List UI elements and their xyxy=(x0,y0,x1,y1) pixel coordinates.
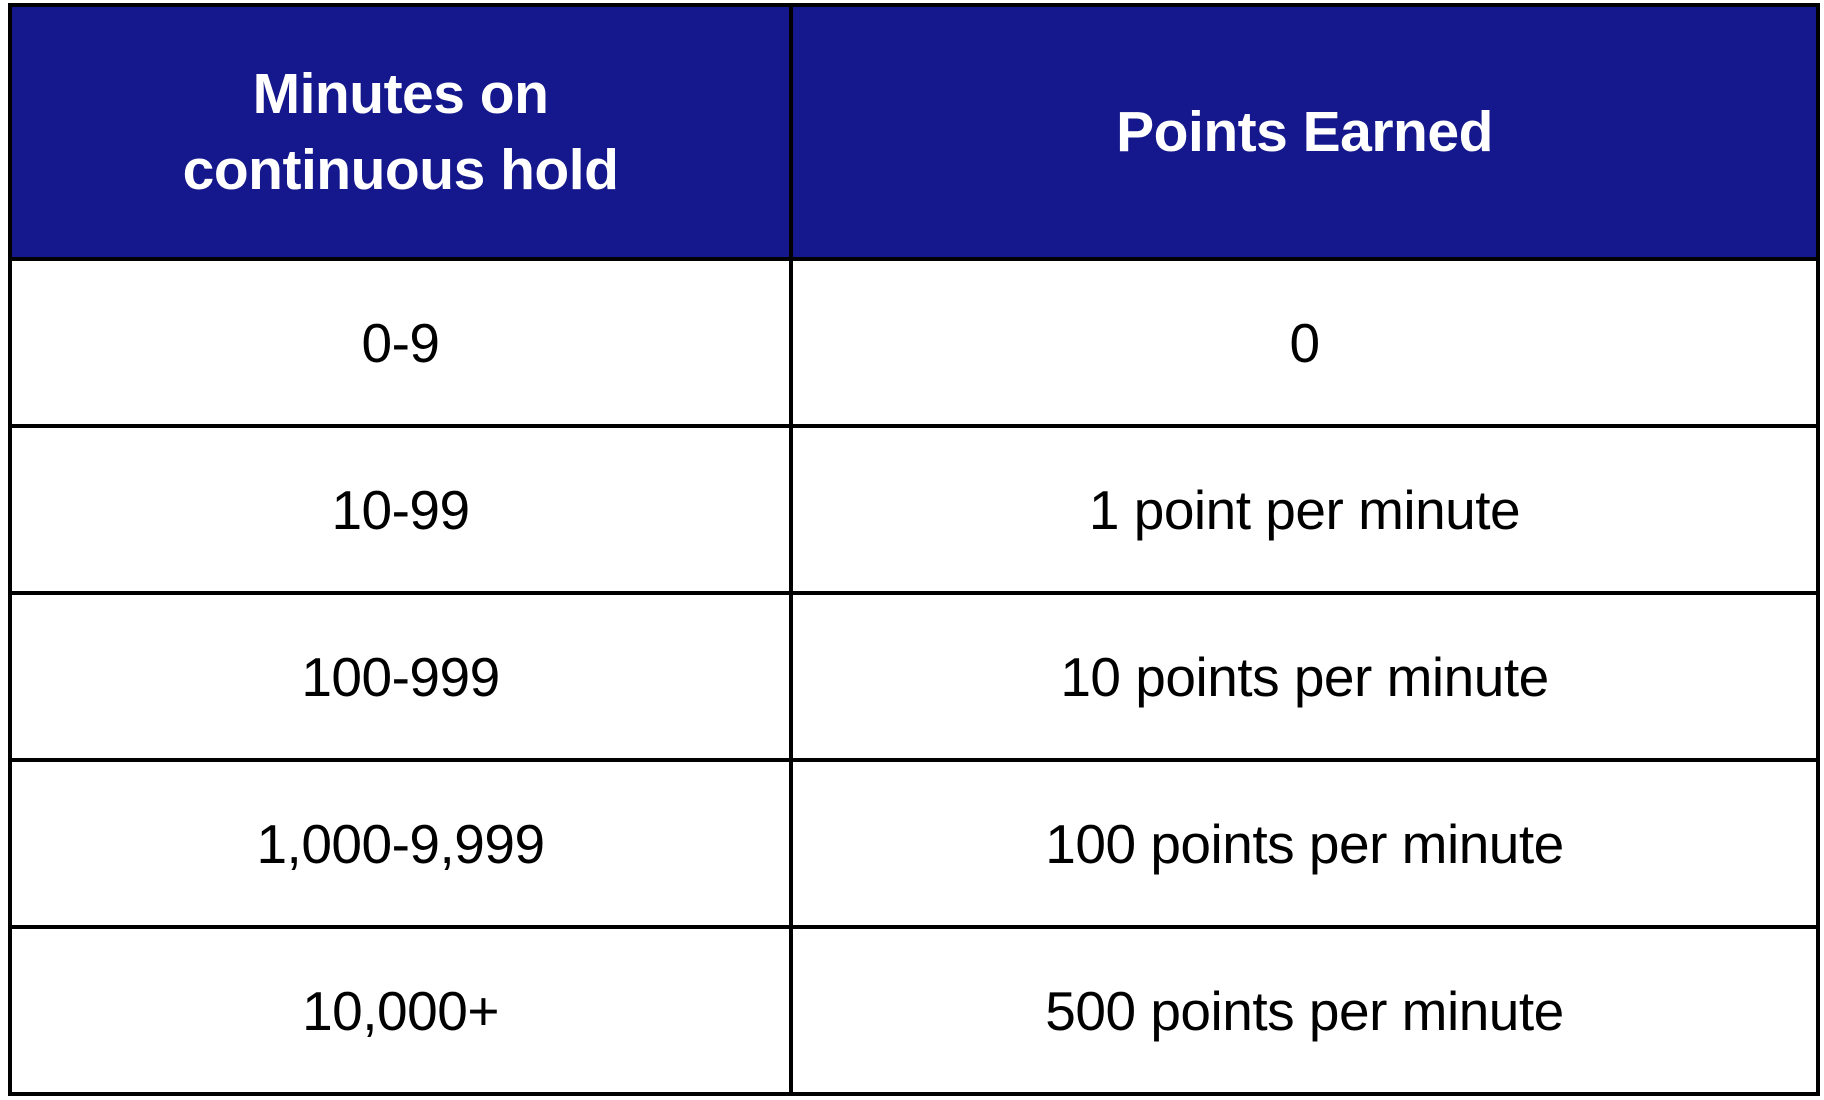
table-row: 1,000-9,999 100 points per minute xyxy=(7,758,1820,929)
table-row: 10-99 1 point per minute xyxy=(7,424,1820,595)
cell-points-4: 500 points per minute xyxy=(789,925,1820,1096)
cell-minutes-3: 1,000-9,999 xyxy=(7,758,794,929)
column-header-minutes-line1: Minutes on xyxy=(252,62,549,126)
cell-points-3: 100 points per minute xyxy=(789,758,1820,929)
cell-minutes-1: 10-99 xyxy=(7,424,794,595)
column-header-points-line1: Points Earned xyxy=(1116,100,1493,164)
column-header-minutes: Minutes on continuous hold xyxy=(7,3,794,261)
table-body: 0-9 0 10-99 1 point per minute 100-999 1… xyxy=(7,257,1820,1096)
cell-minutes-0: 0-9 xyxy=(7,257,794,428)
points-table-wrapper: Minutes on continuous hold Points Earned… xyxy=(7,3,1820,1096)
cell-points-2: 10 points per minute xyxy=(789,591,1820,762)
column-header-points: Points Earned xyxy=(789,3,1820,261)
points-earned-table: Minutes on continuous hold Points Earned… xyxy=(7,3,1820,1096)
column-header-minutes-line2: continuous hold xyxy=(182,138,619,202)
cell-minutes-4: 10,000+ xyxy=(7,925,794,1096)
cell-minutes-2: 100-999 xyxy=(7,591,794,762)
table-row: 0-9 0 xyxy=(7,257,1820,428)
cell-points-0: 0 xyxy=(789,257,1820,428)
table-row: 100-999 10 points per minute xyxy=(7,591,1820,762)
cell-points-1: 1 point per minute xyxy=(789,424,1820,595)
table-header-row: Minutes on continuous hold Points Earned xyxy=(7,3,1820,261)
table-row: 10,000+ 500 points per minute xyxy=(7,925,1820,1096)
table-header: Minutes on continuous hold Points Earned xyxy=(7,3,1820,261)
